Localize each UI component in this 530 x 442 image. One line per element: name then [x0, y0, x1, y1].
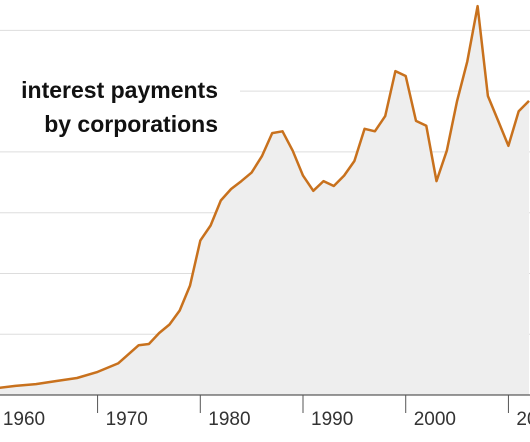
x-tick-label: 1960: [3, 409, 45, 430]
line: [0, 4, 530, 389]
x-tick-label: 2000: [414, 409, 456, 430]
chart-title: interest payments: [21, 77, 218, 103]
x-tick-label: 2010: [516, 409, 530, 430]
area-fill: [0, 6, 529, 395]
x-tick-label: 1970: [106, 409, 148, 430]
chart-title: by corporations: [44, 111, 218, 137]
title-bg: [0, 68, 240, 144]
x-tick-label: 1980: [208, 409, 250, 430]
x-tick-label: 1990: [311, 409, 353, 430]
